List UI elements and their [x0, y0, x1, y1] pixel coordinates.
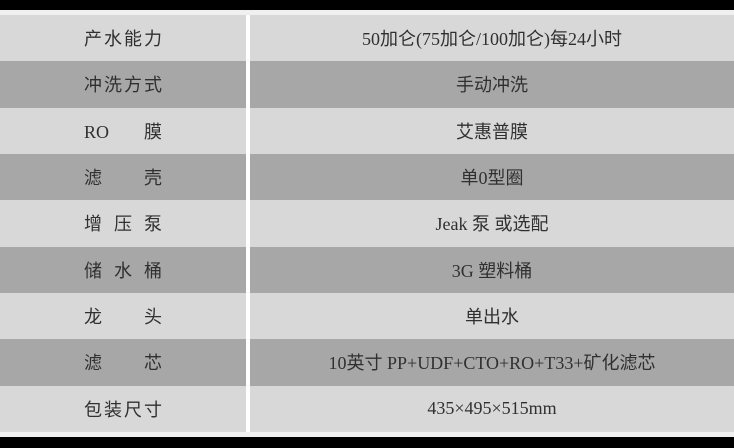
spec-label: 储 水 桶 — [84, 260, 162, 281]
table-row: 滤 芯 10英寸 PP+UDF+CTO+RO+T33+矿化滤芯 — [0, 339, 734, 386]
spec-value: 艾惠普膜 — [456, 121, 528, 142]
bottom-black-bar — [0, 437, 734, 448]
table-row: 龙 头 单出水 — [0, 292, 734, 340]
spec-value-cell: 435×495×515mm — [250, 386, 734, 432]
spec-label: 冲洗方式 — [84, 75, 162, 96]
spec-label: 龙 头 — [84, 307, 162, 328]
spec-label-cell: 产水能力 — [0, 15, 246, 61]
spec-label-cell: RO 膜 — [0, 108, 246, 154]
spec-label-cell: 龙 头 — [0, 293, 246, 339]
spec-value: Jeak 泵 或选配 — [435, 214, 549, 235]
table-row: RO 膜 艾惠普膜 — [0, 107, 734, 154]
table-row: 储 水 桶 3G 塑料桶 — [0, 246, 734, 293]
spec-label: 产水能力 — [84, 29, 162, 50]
column-divider — [246, 339, 250, 386]
spec-label: RO 膜 — [84, 121, 162, 142]
column-divider — [246, 61, 250, 108]
spec-value: 50加仑(75加仑/100加仑)每24小时 — [362, 29, 622, 50]
table-row: 滤 壳 单0型圈 — [0, 153, 734, 201]
spec-label-cell: 冲洗方式 — [0, 61, 246, 107]
table-row: 冲洗方式 手动冲洗 — [0, 61, 734, 108]
column-divider — [246, 292, 250, 340]
column-divider — [246, 385, 250, 432]
spec-table: 产水能力 50加仑(75加仑/100加仑)每24小时 冲洗方式 手动冲洗 RO … — [0, 15, 734, 432]
spec-label: 滤 芯 — [84, 353, 162, 374]
spec-label-cell: 储 水 桶 — [0, 247, 246, 293]
spec-value-cell: 10英寸 PP+UDF+CTO+RO+T33+矿化滤芯 — [250, 339, 734, 385]
spec-value: 435×495×515mm — [427, 398, 557, 419]
spec-value-cell: 3G 塑料桶 — [250, 247, 734, 293]
spec-value: 单0型圈 — [460, 168, 524, 189]
column-divider — [246, 246, 250, 293]
spec-value-cell: 手动冲洗 — [250, 61, 734, 107]
spec-value-cell: 单0型圈 — [250, 154, 734, 200]
spec-value: 3G 塑料桶 — [451, 260, 533, 281]
spec-label-cell: 包装尺寸 — [0, 386, 246, 432]
spec-label-cell: 滤 芯 — [0, 339, 246, 385]
column-divider — [246, 15, 250, 62]
spec-label: 包装尺寸 — [84, 399, 162, 420]
spec-value: 手动冲洗 — [456, 75, 528, 96]
spec-value-cell: 艾惠普膜 — [250, 108, 734, 154]
spec-label-cell: 滤 壳 — [0, 154, 246, 200]
spec-value: 单出水 — [465, 307, 519, 328]
column-divider — [246, 107, 250, 154]
table-row: 产水能力 50加仑(75加仑/100加仑)每24小时 — [0, 15, 734, 62]
spec-value-cell: 单出水 — [250, 293, 734, 339]
spec-value-cell: 50加仑(75加仑/100加仑)每24小时 — [250, 15, 734, 61]
table-row: 增 压 泵 Jeak 泵 或选配 — [0, 200, 734, 247]
table-row: 包装尺寸 435×495×515mm — [0, 385, 734, 432]
top-black-bar — [0, 0, 734, 10]
column-divider — [246, 153, 250, 201]
spec-label: 增 压 泵 — [84, 214, 162, 235]
spec-label: 滤 壳 — [84, 168, 162, 189]
spec-value-cell: Jeak 泵 或选配 — [250, 200, 734, 246]
column-divider — [246, 200, 250, 247]
spec-label-cell: 增 压 泵 — [0, 200, 246, 246]
spec-value: 10英寸 PP+UDF+CTO+RO+T33+矿化滤芯 — [328, 353, 656, 374]
